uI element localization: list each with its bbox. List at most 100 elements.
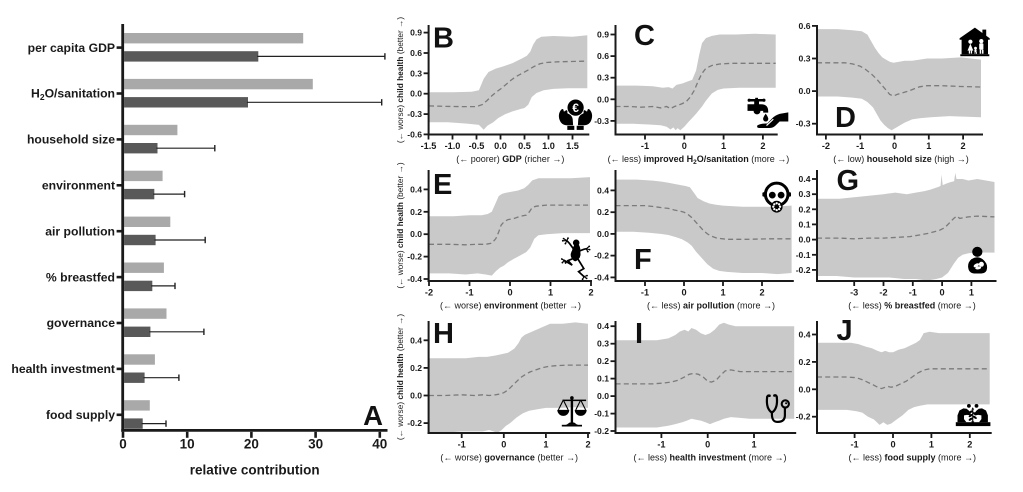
svg-text:2: 2 [759, 288, 764, 298]
svg-text:0.0: 0.0 [597, 94, 609, 104]
svg-text:(← poorer) GDP (richer →): (← poorer) GDP (richer →) [456, 154, 564, 164]
svg-text:-0.3: -0.3 [594, 116, 609, 126]
svg-text:0: 0 [890, 440, 895, 450]
svg-text:2: 2 [760, 141, 765, 151]
svg-text:% breastfed: % breastfed [46, 270, 115, 284]
svg-text:per capita GDP: per capita GDP [28, 41, 115, 55]
svg-text:0.4: 0.4 [597, 185, 609, 195]
svg-text:-0.4: -0.4 [407, 274, 422, 284]
svg-text:1: 1 [751, 440, 756, 450]
svg-text:-0.2: -0.2 [594, 251, 609, 261]
svg-text:0.3: 0.3 [799, 189, 811, 199]
svg-text:-0.6: -0.6 [407, 129, 422, 139]
svg-text:-1: -1 [641, 141, 649, 151]
svg-text:-2: -2 [425, 288, 433, 298]
svg-text:household size: household size [27, 133, 115, 147]
svg-text:-0.2: -0.2 [796, 265, 811, 275]
svg-text:0.0: 0.0 [494, 141, 507, 151]
svg-text:0.0: 0.0 [799, 384, 811, 394]
svg-text:-0.1: -0.1 [594, 409, 609, 419]
svg-text:D: D [835, 102, 856, 134]
svg-text:-1: -1 [851, 440, 859, 450]
svg-text:1.0: 1.0 [542, 141, 555, 151]
svg-text:-2: -2 [879, 288, 887, 298]
svg-text:10: 10 [180, 437, 195, 452]
svg-text:G: G [837, 165, 860, 197]
svg-text:0: 0 [501, 440, 506, 450]
svg-text:0.9: 0.9 [597, 30, 609, 40]
svg-text:0: 0 [119, 437, 127, 452]
svg-text:I: I [635, 318, 643, 350]
svg-text:0.4: 0.4 [799, 174, 811, 184]
svg-text:0.2: 0.2 [597, 356, 609, 366]
svg-text:-0.2: -0.2 [796, 412, 811, 422]
svg-text:2: 2 [585, 440, 590, 450]
svg-text:1: 1 [720, 288, 725, 298]
svg-text:0.3: 0.3 [410, 68, 422, 78]
svg-text:2: 2 [967, 440, 972, 450]
svg-text:B: B [433, 23, 454, 55]
svg-text:0.0: 0.0 [597, 229, 609, 239]
svg-text:relative contribution: relative contribution [190, 463, 320, 478]
svg-text:0.9: 0.9 [410, 28, 422, 38]
svg-text:governance: governance [47, 316, 116, 330]
svg-text:H: H [433, 318, 454, 350]
svg-text:0: 0 [682, 141, 687, 151]
svg-text:1: 1 [929, 440, 934, 450]
svg-text:0.6: 0.6 [799, 21, 811, 31]
svg-text:0.4: 0.4 [410, 184, 422, 194]
svg-text:-0.2: -0.2 [407, 418, 422, 428]
svg-text:(← worse) governance (better →: (← worse) governance (better →) [440, 453, 578, 463]
svg-text:0.2: 0.2 [410, 207, 422, 217]
svg-text:0.2: 0.2 [799, 204, 811, 214]
svg-text:0.0: 0.0 [799, 235, 811, 245]
svg-text:1: 1 [926, 141, 931, 151]
svg-text:-0.2: -0.2 [594, 426, 609, 436]
svg-text:0.3: 0.3 [597, 73, 609, 83]
svg-text:-1: -1 [657, 440, 665, 450]
svg-text:(← worse) child health (better: (← worse) child health (better →) [395, 162, 405, 289]
svg-text:2: 2 [588, 288, 593, 298]
svg-text:0.6: 0.6 [597, 51, 609, 61]
svg-text:20: 20 [244, 437, 259, 452]
svg-text:E: E [433, 169, 452, 201]
svg-text:(← less) health investment (mo: (← less) health investment (more →) [633, 453, 786, 463]
svg-text:-0.4: -0.4 [594, 272, 609, 282]
svg-text:-1.5: -1.5 [421, 141, 437, 151]
svg-text:environment: environment [42, 179, 115, 193]
svg-text:1: 1 [548, 288, 553, 298]
svg-text:(← less) improved H2O/sanitati: (← less) improved H2O/sanitation (more →… [608, 154, 790, 166]
svg-text:0.5: 0.5 [518, 141, 531, 151]
svg-text:-0.3: -0.3 [796, 119, 811, 129]
svg-text:air pollution: air pollution [45, 224, 115, 238]
svg-text:0.0: 0.0 [799, 86, 811, 96]
svg-text:(← less) air pollution (more →: (← less) air pollution (more →) [647, 301, 775, 311]
svg-text:1.5: 1.5 [566, 141, 579, 151]
svg-text:H2O/sanitation: H2O/sanitation [31, 87, 115, 103]
svg-text:2: 2 [961, 141, 966, 151]
svg-text:0.0: 0.0 [597, 391, 609, 401]
svg-text:40: 40 [372, 437, 387, 452]
svg-text:-0.5: -0.5 [469, 141, 485, 151]
svg-text:(← low) household size (high →: (← low) household size (high →) [833, 154, 969, 164]
svg-text:0.1: 0.1 [799, 219, 811, 229]
svg-text:-0.3: -0.3 [407, 109, 422, 119]
svg-text:-1: -1 [465, 288, 473, 298]
svg-text:(← less) food supply (more →): (← less) food supply (more →) [849, 453, 977, 463]
svg-text:1: 1 [721, 141, 726, 151]
svg-text:-1: -1 [856, 141, 864, 151]
svg-text:0.4: 0.4 [799, 330, 811, 340]
svg-text:0: 0 [940, 288, 945, 298]
svg-text:0: 0 [705, 440, 710, 450]
svg-text:(← less) % breastfed (more →): (← less) % breastfed (more →) [848, 301, 976, 311]
svg-text:(← worse) child health (better: (← worse) child health (better →) [395, 314, 405, 441]
svg-text:0.3: 0.3 [597, 339, 609, 349]
svg-text:-1: -1 [458, 440, 466, 450]
svg-text:C: C [634, 20, 655, 52]
svg-text:0: 0 [681, 288, 686, 298]
svg-text:0.2: 0.2 [799, 357, 811, 367]
svg-text:-1.0: -1.0 [445, 141, 461, 151]
svg-text:0.0: 0.0 [410, 229, 422, 239]
svg-text:0.1: 0.1 [597, 374, 609, 384]
svg-text:0.0: 0.0 [410, 89, 422, 99]
